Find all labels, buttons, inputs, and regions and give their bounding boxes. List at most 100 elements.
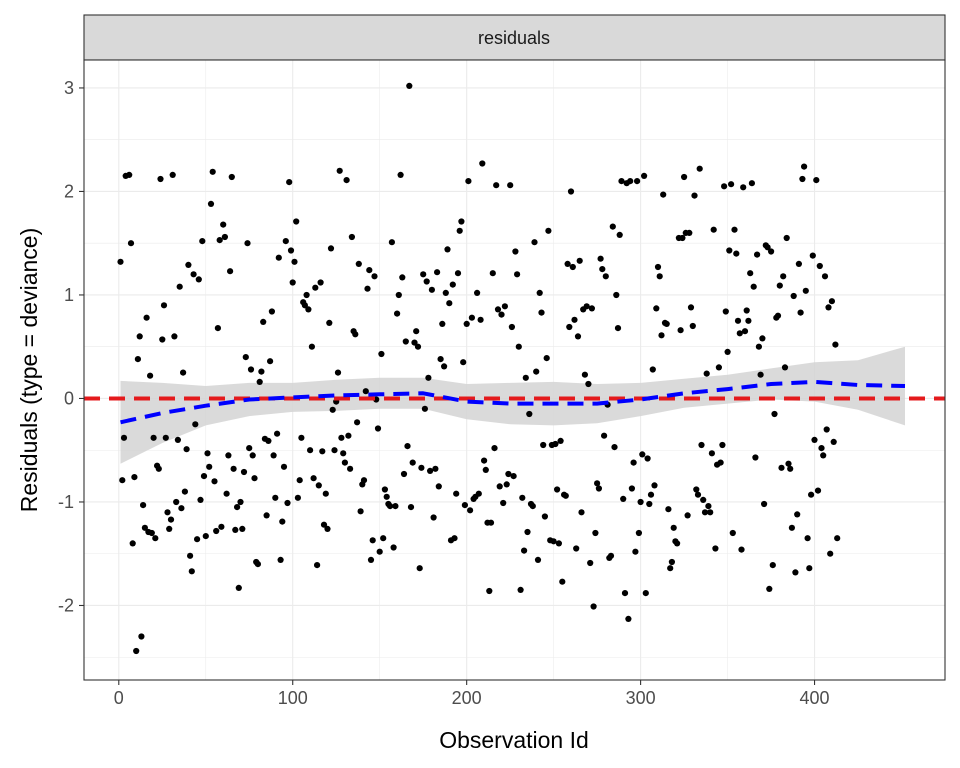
data-point — [602, 273, 609, 280]
data-point — [127, 240, 135, 247]
data-point — [232, 526, 239, 534]
data-point — [120, 434, 128, 441]
data-point — [185, 261, 192, 268]
x-tick-label: 100 — [278, 688, 308, 708]
data-point — [559, 578, 566, 585]
data-point — [818, 445, 825, 452]
data-point — [500, 499, 507, 507]
data-point — [616, 231, 623, 238]
data-point — [453, 490, 460, 497]
data-point — [771, 410, 778, 418]
x-tick-label: 200 — [452, 688, 482, 708]
data-point — [625, 615, 632, 623]
data-point — [517, 586, 524, 594]
data-point — [761, 500, 768, 508]
data-point — [703, 370, 710, 377]
data-point — [347, 465, 354, 472]
data-point — [823, 426, 830, 433]
data-point — [830, 438, 837, 445]
data-point — [644, 455, 651, 462]
data-point — [397, 171, 404, 178]
data-point — [181, 488, 188, 495]
data-point — [439, 320, 446, 327]
data-point — [583, 303, 590, 310]
data-point — [641, 172, 648, 179]
data-point — [519, 494, 526, 501]
data-point — [731, 226, 738, 233]
data-point — [220, 221, 227, 228]
data-point — [635, 529, 643, 537]
data-point — [446, 300, 453, 307]
y-tick-label: 0 — [64, 388, 74, 408]
data-point — [301, 302, 308, 309]
data-point — [341, 459, 348, 466]
data-point — [167, 516, 175, 523]
data-point — [804, 535, 811, 542]
data-point — [409, 459, 416, 466]
y-tick-label: -2 — [58, 595, 74, 615]
data-point — [693, 486, 700, 493]
data-point — [235, 584, 242, 592]
data-point — [362, 388, 369, 395]
data-point — [147, 372, 154, 379]
data-point — [461, 502, 468, 509]
data-point — [360, 477, 368, 484]
data-point — [305, 306, 312, 313]
data-point — [263, 512, 270, 519]
data-point — [178, 505, 185, 512]
data-point — [336, 167, 343, 174]
data-point — [392, 503, 399, 510]
data-point — [512, 248, 519, 255]
points-layer — [117, 82, 841, 655]
data-point — [827, 550, 834, 557]
data-point — [441, 363, 448, 370]
data-point — [738, 546, 745, 553]
data-point — [574, 333, 582, 340]
data-point — [552, 440, 559, 448]
x-axis: 0 100 200 300 400 — [114, 680, 830, 708]
data-point — [378, 350, 385, 358]
data-point — [234, 504, 241, 511]
data-point — [724, 348, 731, 355]
data-point — [357, 508, 364, 515]
data-point — [757, 371, 764, 378]
data-point — [808, 491, 815, 498]
data-point — [684, 512, 691, 519]
x-axis-title: Observation Id — [439, 727, 589, 753]
data-point — [188, 568, 195, 575]
data-point — [832, 341, 839, 348]
data-point — [230, 465, 237, 472]
data-point — [503, 481, 510, 488]
y-tick-label: 2 — [64, 181, 74, 201]
data-point — [467, 507, 474, 514]
data-point — [689, 322, 696, 330]
data-point — [715, 364, 723, 371]
data-point — [166, 525, 173, 533]
data-point — [628, 485, 636, 492]
data-point — [809, 252, 816, 259]
data-point — [642, 590, 649, 597]
data-point — [531, 239, 538, 246]
data-point — [639, 451, 646, 458]
data-point — [190, 271, 197, 278]
data-point — [162, 434, 169, 441]
data-point — [637, 498, 644, 506]
x-tick-label: 300 — [626, 688, 656, 708]
data-point — [510, 473, 517, 480]
data-point — [202, 533, 209, 540]
data-point — [769, 562, 776, 569]
data-point — [491, 445, 498, 452]
data-point — [581, 371, 589, 378]
data-point — [367, 556, 375, 564]
data-point — [599, 266, 606, 273]
data-point — [474, 289, 481, 296]
data-point — [592, 529, 599, 537]
data-point — [256, 378, 263, 385]
data-point — [781, 364, 789, 371]
data-point — [813, 177, 820, 184]
data-point — [117, 258, 124, 265]
data-point — [418, 464, 425, 471]
data-point — [477, 316, 484, 323]
data-point — [569, 263, 576, 271]
data-point — [183, 446, 190, 453]
